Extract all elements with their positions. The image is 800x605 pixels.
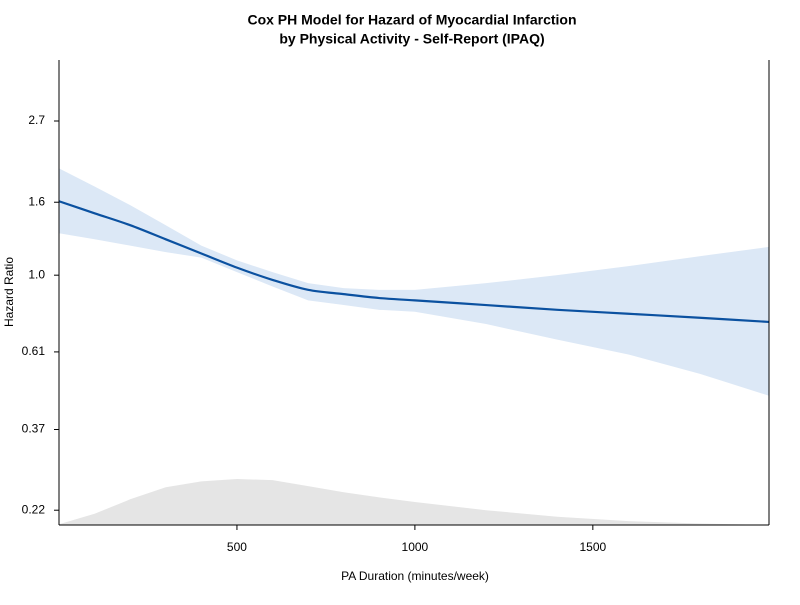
y-tick-label: 1.0: [28, 267, 45, 281]
y-tick-label: 2.7: [28, 113, 45, 127]
hazard-line: [58, 200, 770, 324]
chart-title: Cox PH Model for Hazard of Myocardial In…: [247, 12, 576, 28]
density-area: [59, 478, 769, 525]
y-tick-label: 0.22: [22, 502, 46, 516]
y-axis-label: Hazard Ratio: [2, 257, 16, 327]
x-tick-label: 1000: [402, 540, 429, 554]
x-axis-label: PA Duration (minutes/week): [341, 569, 489, 583]
y-tick-label: 1.6: [28, 194, 45, 208]
y-tick-label: 0.61: [22, 344, 46, 358]
x-tick-label: 500: [227, 540, 247, 554]
x-tick-label: 1500: [579, 540, 606, 554]
confidence-band: [59, 168, 769, 396]
chart-subtitle: by Physical Activity - Self-Report (IPAQ…: [279, 31, 544, 47]
y-tick-label: 0.37: [22, 422, 46, 436]
